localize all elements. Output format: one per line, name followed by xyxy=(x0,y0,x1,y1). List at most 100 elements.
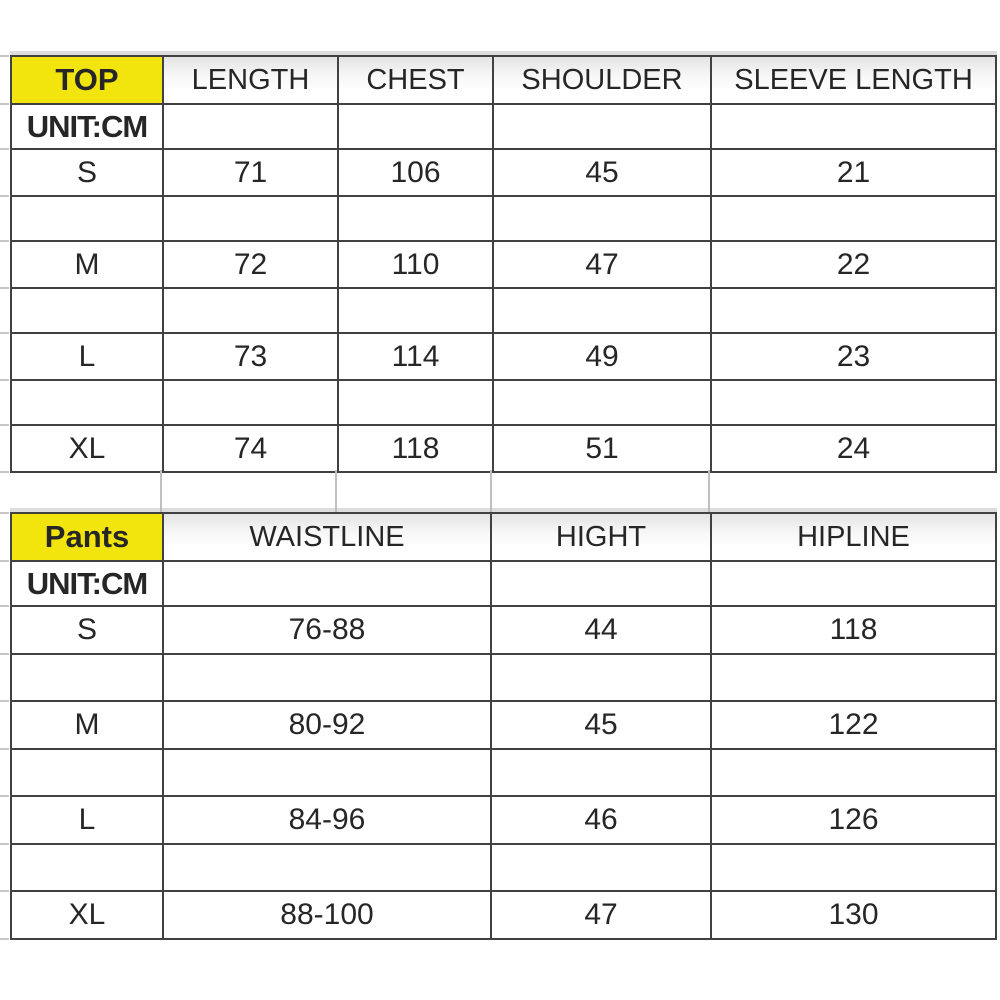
unit-label: UNIT:CM xyxy=(10,103,164,150)
value-cell: 126 xyxy=(710,795,997,845)
spacer-cell xyxy=(492,195,712,242)
column-header: SLEEVE LENGTH xyxy=(710,55,997,105)
spacer-cell xyxy=(162,653,492,702)
size-row-xl: XL 88-100 47 130 xyxy=(10,890,997,940)
gap-gridline xyxy=(708,470,710,513)
size-cell: L xyxy=(10,795,164,845)
margin-gridline-stub xyxy=(0,605,9,607)
empty-cell xyxy=(162,560,492,607)
spacer-cell xyxy=(490,748,712,797)
value-cell: 118 xyxy=(337,424,494,473)
empty-cell xyxy=(710,103,997,150)
value-cell: 45 xyxy=(492,148,712,197)
margin-gridline-stub xyxy=(0,843,9,845)
size-cell: S xyxy=(10,148,164,197)
column-header: HIGHT xyxy=(490,512,712,562)
margin-gridline-stub xyxy=(0,424,9,426)
size-chart-table-pants: Pants WAISTLINE HIGHT HIPLINE UNIT:CM S 76-88 4… xyxy=(10,512,997,940)
value-cell: 24 xyxy=(710,424,997,473)
value-cell: 122 xyxy=(710,700,997,750)
margin-gridline-stub xyxy=(0,700,9,702)
size-cell: S xyxy=(10,605,164,655)
empty-cell xyxy=(492,103,712,150)
margin-gridline-stub xyxy=(0,512,9,514)
margin-gridline-stub xyxy=(0,653,9,655)
column-header: HIPLINE xyxy=(710,512,997,562)
empty-cell xyxy=(710,560,997,607)
spacer-cell xyxy=(710,287,997,334)
spacer-cell xyxy=(10,653,164,702)
spacer-row xyxy=(10,653,997,702)
value-cell: 118 xyxy=(710,605,997,655)
size-row-l: L 73 114 49 23 xyxy=(10,332,997,381)
size-row-m: M 72 110 47 22 xyxy=(10,240,997,289)
column-header: SHOULDER xyxy=(492,55,712,105)
value-cell: 45 xyxy=(490,700,712,750)
spacer-cell xyxy=(490,843,712,892)
margin-gridline-stub xyxy=(0,938,9,940)
spacer-cell xyxy=(162,195,339,242)
spacer-cell xyxy=(10,287,164,334)
gap-gridline xyxy=(160,470,162,513)
value-cell: 106 xyxy=(337,148,494,197)
value-cell: 21 xyxy=(710,148,997,197)
spacer-cell xyxy=(162,287,339,334)
size-row-l: L 84-96 46 126 xyxy=(10,795,997,845)
value-cell: 51 xyxy=(492,424,712,473)
value-cell: 73 xyxy=(162,332,339,381)
value-cell: 23 xyxy=(710,332,997,381)
value-cell: 71 xyxy=(162,148,339,197)
margin-gridline-stub xyxy=(0,379,9,381)
value-cell: 22 xyxy=(710,240,997,289)
column-header: LENGTH xyxy=(162,55,339,105)
size-chart-table-top: TOP LENGTH CHEST SHOULDER SLEEVE LENGTH UNIT:… xyxy=(10,55,997,473)
margin-gridline-stub xyxy=(0,795,9,797)
margin-gridline-stub xyxy=(0,55,9,57)
value-cell: 84-96 xyxy=(162,795,492,845)
margin-gridline-stub xyxy=(0,890,9,892)
spacer-row xyxy=(10,748,997,797)
column-header: CHEST xyxy=(337,55,494,105)
value-cell: 110 xyxy=(337,240,494,289)
margin-gridline-stub xyxy=(0,240,9,242)
value-cell: 130 xyxy=(710,890,997,940)
margin-gridline-stub xyxy=(0,332,9,334)
size-cell: M xyxy=(10,700,164,750)
spacer-row xyxy=(10,843,997,892)
value-cell: 88-100 xyxy=(162,890,492,940)
size-row-xl: XL 74 118 51 24 xyxy=(10,424,997,473)
empty-cell xyxy=(337,103,494,150)
value-cell: 46 xyxy=(490,795,712,845)
spacer-cell xyxy=(162,748,492,797)
header-row: Pants WAISTLINE HIGHT HIPLINE xyxy=(10,512,997,562)
spacer-row xyxy=(10,287,997,334)
spacer-cell xyxy=(710,379,997,426)
gap-gridline xyxy=(490,470,492,513)
value-cell: 47 xyxy=(490,890,712,940)
header-row: TOP LENGTH CHEST SHOULDER SLEEVE LENGTH xyxy=(10,55,997,105)
spacer-cell xyxy=(710,653,997,702)
spacer-cell xyxy=(337,379,494,426)
value-cell: 80-92 xyxy=(162,700,492,750)
spacer-cell xyxy=(10,843,164,892)
unit-label: UNIT:CM xyxy=(10,560,164,607)
spacer-cell xyxy=(337,287,494,334)
size-cell: M xyxy=(10,240,164,289)
size-row-s: S 76-88 44 118 xyxy=(10,605,997,655)
value-cell: 47 xyxy=(492,240,712,289)
spacer-cell xyxy=(162,843,492,892)
size-cell: XL xyxy=(10,890,164,940)
column-header: WAISTLINE xyxy=(162,512,492,562)
spacer-cell xyxy=(10,195,164,242)
margin-gridline-stub xyxy=(0,148,9,150)
empty-cell xyxy=(490,560,712,607)
value-cell: 72 xyxy=(162,240,339,289)
margin-gridline-stub xyxy=(0,103,9,105)
size-row-s: S 71 106 45 21 xyxy=(10,148,997,197)
size-row-m: M 80-92 45 122 xyxy=(10,700,997,750)
value-cell: 49 xyxy=(492,332,712,381)
corner-label-pants: Pants xyxy=(10,512,164,562)
corner-label-top: TOP xyxy=(10,55,164,105)
value-cell: 74 xyxy=(162,424,339,473)
